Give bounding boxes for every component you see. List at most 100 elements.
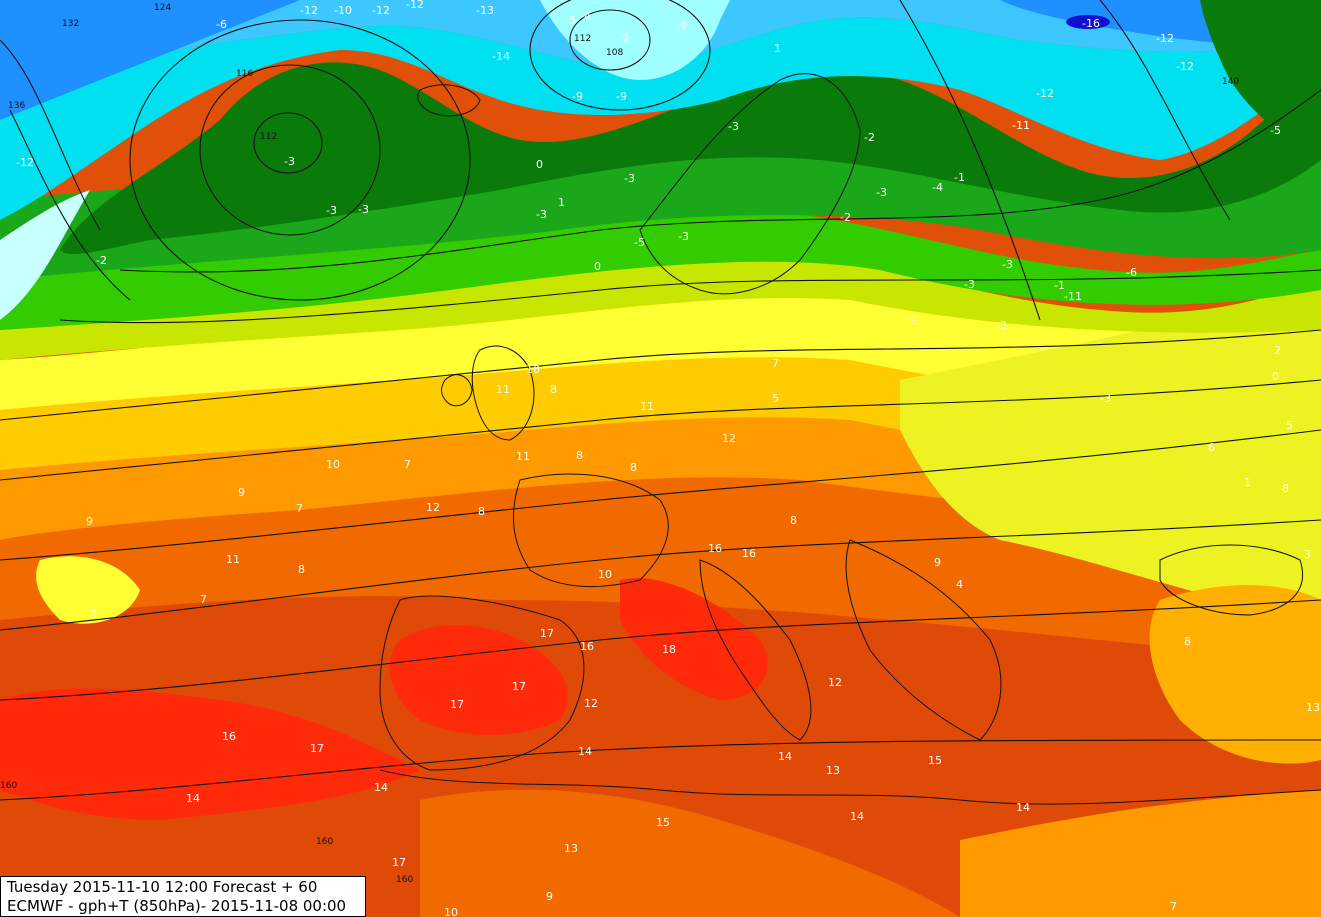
temp-label: 16 bbox=[580, 640, 594, 653]
temp-label: -9 bbox=[572, 90, 583, 103]
temp-label: 7 bbox=[772, 357, 779, 370]
temp-label: 14 bbox=[578, 745, 592, 758]
temp-label: 12 bbox=[426, 501, 440, 514]
temp-label: -10 bbox=[334, 4, 352, 17]
band-blue-west bbox=[0, 0, 300, 120]
contour-4 bbox=[0, 739, 1321, 801]
temp-label: 15 bbox=[928, 754, 942, 767]
temp-label: -5 bbox=[1270, 124, 1281, 137]
temp-label: 8 bbox=[576, 449, 583, 462]
temp-label: -2 bbox=[864, 131, 875, 144]
coast-france bbox=[512, 473, 669, 587]
temp-label: 17 bbox=[540, 627, 554, 640]
temp-label: -12 bbox=[16, 156, 34, 169]
temp-label: -9 bbox=[616, 90, 627, 103]
contour-east-arc bbox=[899, 0, 1041, 321]
band-light-green bbox=[0, 206, 1321, 330]
band-yellow-atlantic bbox=[36, 556, 140, 624]
temp-label: 17 bbox=[392, 856, 406, 869]
contour-2 bbox=[0, 519, 1321, 631]
temp-label: 18 bbox=[662, 643, 676, 656]
temp-label: -16 bbox=[1082, 17, 1100, 30]
coast-scandinavia bbox=[639, 73, 861, 295]
gph-label: 116 bbox=[236, 69, 253, 79]
temp-label: 11 bbox=[226, 553, 240, 566]
temp-label: 17 bbox=[450, 698, 464, 711]
temp-label: -2 bbox=[96, 254, 107, 267]
temp-label: -12 bbox=[300, 4, 318, 17]
forecast-info-box: Tuesday 2015-11-10 12:00 Forecast + 60 E… bbox=[0, 876, 366, 917]
temp-label: -9 bbox=[618, 32, 629, 45]
temp-label: 13 bbox=[1306, 701, 1320, 714]
temp-label: 7 bbox=[200, 593, 207, 606]
geopotential-labels: 132 124 136 112 112 108 116 140 160 160 … bbox=[0, 3, 1239, 885]
temp-label: 17 bbox=[512, 680, 526, 693]
temp-label: -13 bbox=[476, 4, 494, 17]
temp-label: 7 bbox=[296, 502, 303, 515]
temp-label: 13 bbox=[826, 764, 840, 777]
temp-label: -1 bbox=[954, 171, 965, 184]
temp-label: 8 bbox=[1282, 482, 1289, 495]
temp-label: 6 bbox=[1208, 441, 1215, 454]
temp-label: -3 bbox=[678, 230, 689, 243]
temp-label: 11 bbox=[496, 383, 510, 396]
coast-iceland bbox=[417, 84, 481, 117]
band-red-italy bbox=[620, 578, 768, 700]
contour-low-north-inner bbox=[569, 9, 651, 71]
temp-label: -11 bbox=[1012, 119, 1030, 132]
temp-label: 9 bbox=[238, 486, 245, 499]
temp-label: -3 bbox=[728, 120, 739, 133]
contour-8 bbox=[119, 89, 1321, 273]
gph-label: 160 bbox=[316, 837, 333, 847]
model-subtitle: ECMWF - gph+T (850hPa)- 2015-11-08 00:00 bbox=[7, 897, 347, 915]
temp-label: 16 bbox=[222, 730, 236, 743]
temp-label: -3 bbox=[624, 172, 635, 185]
temp-label: 14 bbox=[186, 792, 200, 805]
contour-1 bbox=[0, 429, 1321, 561]
forecast-title: Tuesday 2015-11-10 12:00 Forecast + 60 bbox=[7, 878, 318, 896]
temp-label: -6 bbox=[1126, 266, 1137, 279]
coast-balkans bbox=[845, 539, 1002, 741]
temp-label: 16 bbox=[742, 547, 756, 560]
coast-italy bbox=[699, 559, 812, 741]
band-red-atlantic bbox=[0, 688, 420, 820]
temp-label: -3 bbox=[284, 155, 295, 168]
temp-label: -4 bbox=[932, 181, 943, 194]
temp-label: 0 bbox=[594, 260, 601, 273]
temp-label: 16 bbox=[708, 542, 722, 555]
temp-label: 9 bbox=[546, 890, 553, 903]
temp-label: -2 bbox=[840, 211, 851, 224]
temp-label: 11 bbox=[640, 400, 654, 413]
contour-low-atlantic-inner bbox=[253, 112, 323, 174]
temp-label: 10 bbox=[444, 906, 458, 917]
temp-label: -12 bbox=[1176, 60, 1194, 73]
band-yellow-east bbox=[900, 290, 1321, 620]
band-deep-blue-spot bbox=[1066, 15, 1110, 29]
contour-low-north-outer bbox=[529, 0, 711, 111]
contour-6 bbox=[0, 329, 1321, 421]
coast-north-africa bbox=[379, 769, 1321, 805]
band-gold-east bbox=[1149, 585, 1321, 764]
temp-label: -3 bbox=[1002, 258, 1013, 271]
temp-label: -1 bbox=[1054, 279, 1065, 292]
temp-label: 8 bbox=[478, 505, 485, 518]
contour-low-atlantic-outer bbox=[129, 19, 471, 301]
temp-label: -3 bbox=[964, 278, 975, 291]
temp-label: 10 bbox=[526, 363, 540, 376]
temp-label: 14 bbox=[850, 810, 864, 823]
coast-black-sea bbox=[1159, 544, 1304, 616]
temp-label: -12 bbox=[1036, 87, 1054, 100]
gph-label: 160 bbox=[0, 781, 17, 791]
temp-label: 1 bbox=[1244, 476, 1251, 489]
temp-label: 7 bbox=[404, 458, 411, 471]
gph-label: 136 bbox=[8, 101, 25, 111]
temp-label: -3 bbox=[996, 319, 1007, 332]
temp-label: 17 bbox=[310, 742, 324, 755]
contour-low-atlantic-mid bbox=[199, 64, 381, 236]
gph-label: 108 bbox=[606, 48, 623, 58]
geopotential-contours bbox=[0, 0, 1321, 801]
temp-label: -12 bbox=[1156, 32, 1174, 45]
gph-label: 140 bbox=[1222, 77, 1239, 87]
temp-label: -14 bbox=[492, 50, 510, 63]
